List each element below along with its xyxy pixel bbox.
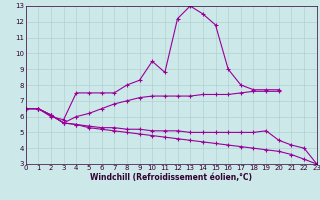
- X-axis label: Windchill (Refroidissement éolien,°C): Windchill (Refroidissement éolien,°C): [90, 173, 252, 182]
